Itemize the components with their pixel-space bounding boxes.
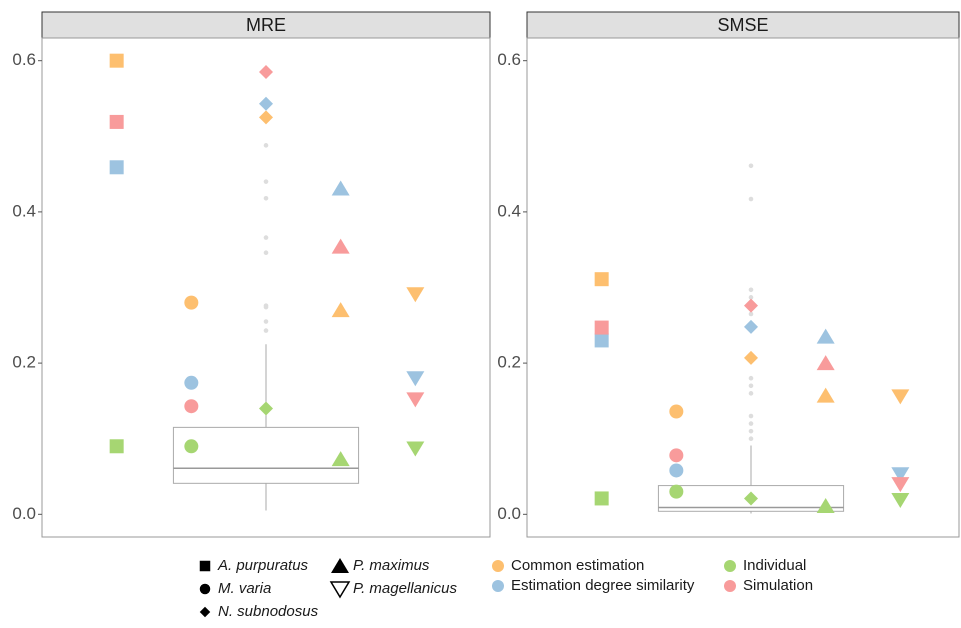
legend-label: M. varia bbox=[218, 580, 271, 597]
legend-label: Common estimation bbox=[511, 557, 644, 574]
outlier bbox=[748, 413, 754, 419]
legend-symbol bbox=[329, 581, 351, 599]
point bbox=[744, 319, 758, 334]
point bbox=[259, 65, 273, 80]
point bbox=[891, 467, 910, 483]
legend-label: Individual bbox=[743, 557, 806, 574]
point bbox=[109, 439, 124, 454]
point bbox=[406, 392, 425, 408]
point bbox=[669, 404, 684, 419]
y-tick-label: 0.6 bbox=[497, 50, 521, 69]
legend-symbol bbox=[724, 580, 736, 592]
outlier bbox=[263, 143, 269, 148]
legend-symbol bbox=[492, 580, 504, 592]
box bbox=[172, 426, 360, 484]
point bbox=[669, 484, 684, 499]
outlier bbox=[748, 375, 754, 381]
point bbox=[259, 401, 273, 416]
legend-symbol bbox=[199, 583, 211, 595]
legend-label: Estimation degree similarity bbox=[511, 577, 695, 594]
outlier bbox=[263, 328, 269, 333]
legend-label: Simulation bbox=[743, 577, 813, 594]
y-tick-label: 0.2 bbox=[497, 353, 521, 372]
point bbox=[406, 287, 425, 303]
point bbox=[184, 375, 199, 390]
outlier bbox=[748, 428, 754, 434]
outlier bbox=[748, 383, 754, 389]
facet-title: MRE bbox=[246, 15, 286, 35]
legend-label: A. purpuratus bbox=[217, 557, 309, 574]
point bbox=[816, 355, 835, 371]
y-tick-label: 0.4 bbox=[12, 201, 36, 220]
y-tick-label: 0.6 bbox=[12, 50, 36, 69]
outlier bbox=[263, 195, 269, 201]
point bbox=[109, 53, 124, 68]
point bbox=[331, 302, 350, 318]
point bbox=[669, 463, 684, 478]
point bbox=[259, 110, 273, 125]
legend-symbol bbox=[492, 560, 504, 572]
y-tick-label: 0.2 bbox=[12, 353, 36, 372]
outlier bbox=[748, 436, 754, 442]
point bbox=[184, 439, 199, 454]
outlier bbox=[748, 311, 754, 317]
point bbox=[669, 448, 684, 463]
point bbox=[109, 160, 124, 175]
point bbox=[594, 272, 609, 287]
legend-symbol bbox=[199, 606, 211, 618]
y-tick-label: 0.0 bbox=[12, 504, 36, 523]
point bbox=[744, 491, 758, 506]
facet-strip bbox=[41, 11, 491, 39]
y-tick-label: 0.4 bbox=[497, 201, 521, 220]
point bbox=[331, 180, 350, 196]
point bbox=[744, 298, 758, 313]
point bbox=[109, 114, 124, 129]
box bbox=[657, 485, 845, 512]
point bbox=[594, 491, 609, 506]
point bbox=[891, 492, 910, 508]
legend-symbol bbox=[724, 560, 736, 572]
outlier bbox=[263, 304, 269, 310]
outlier bbox=[748, 391, 754, 396]
outlier bbox=[748, 295, 754, 300]
outlier bbox=[748, 196, 754, 202]
facet-title: SMSE bbox=[717, 15, 768, 35]
point bbox=[816, 328, 835, 344]
facet-strip bbox=[526, 11, 960, 39]
outlier bbox=[748, 163, 754, 169]
point bbox=[331, 451, 350, 467]
outlier bbox=[263, 179, 269, 184]
y-tick-label: 0.0 bbox=[497, 504, 521, 523]
point bbox=[594, 333, 609, 348]
point bbox=[406, 371, 425, 387]
legend-label: N. subnodosus bbox=[218, 603, 319, 620]
point bbox=[184, 295, 199, 310]
panel bbox=[526, 37, 960, 538]
point bbox=[184, 399, 199, 414]
point bbox=[744, 350, 758, 365]
outlier bbox=[263, 319, 269, 324]
outlier bbox=[263, 235, 269, 240]
outlier bbox=[748, 421, 754, 426]
legend-symbol bbox=[199, 560, 211, 572]
outlier bbox=[263, 250, 269, 256]
point bbox=[891, 477, 910, 493]
legend-label: P. maximus bbox=[353, 557, 430, 574]
point bbox=[594, 320, 609, 335]
point bbox=[259, 96, 273, 111]
legend-symbol bbox=[331, 558, 349, 573]
point bbox=[331, 238, 350, 254]
outlier bbox=[748, 287, 754, 293]
legend-label: P. magellanicus bbox=[353, 580, 457, 597]
point bbox=[406, 441, 425, 457]
point bbox=[816, 387, 835, 403]
point bbox=[816, 498, 835, 514]
point bbox=[891, 389, 910, 405]
